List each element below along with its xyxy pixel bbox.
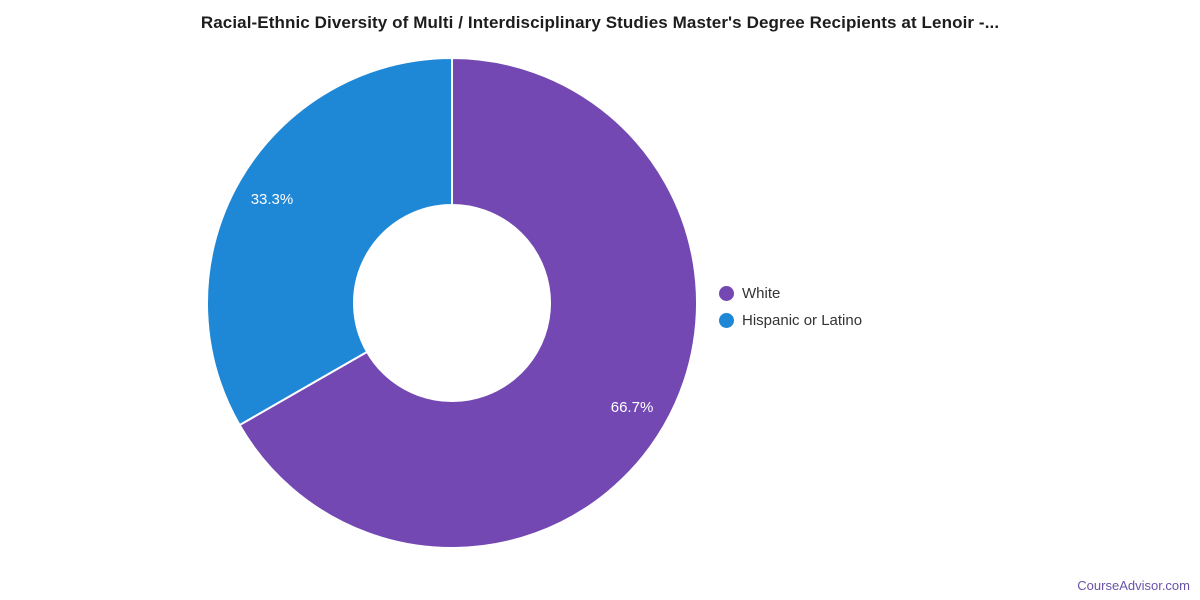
legend-marker-hispanic-or-latino-icon — [719, 313, 734, 328]
legend-item-white[interactable]: White — [719, 280, 862, 307]
donut-slices — [206, 57, 698, 549]
slice-data-label: 66.7% — [611, 399, 654, 416]
pie-slice-hispanic-or-latino[interactable] — [206, 57, 453, 427]
legend-item-hispanic-or-latino[interactable]: Hispanic or Latino — [719, 307, 862, 334]
watermark: CourseAdvisor.com — [1077, 578, 1190, 593]
slice-data-label: 33.3% — [251, 191, 294, 208]
pie-slice-white[interactable] — [238, 57, 698, 549]
donut-labels: 66.7% 33.3% — [251, 191, 654, 416]
legend: White Hispanic or Latino — [719, 280, 862, 334]
legend-marker-white-icon — [719, 286, 734, 301]
legend-label-white: White — [742, 285, 781, 302]
chart-title: Racial-Ethnic Diversity of Multi / Inter… — [200, 13, 1000, 32]
legend-label-hispanic-or-latino: Hispanic or Latino — [742, 312, 863, 329]
